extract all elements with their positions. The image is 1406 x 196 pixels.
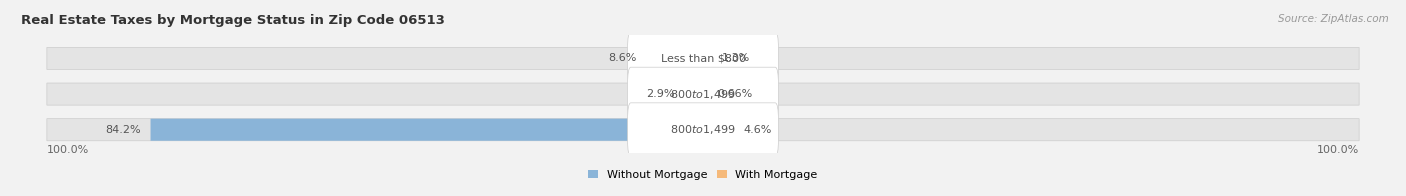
- Text: 2.9%: 2.9%: [645, 89, 673, 99]
- Text: 8.6%: 8.6%: [609, 54, 637, 64]
- FancyBboxPatch shape: [46, 119, 1360, 141]
- FancyBboxPatch shape: [647, 47, 703, 70]
- Text: 100.0%: 100.0%: [1317, 145, 1360, 155]
- Text: Source: ZipAtlas.com: Source: ZipAtlas.com: [1278, 14, 1389, 24]
- FancyBboxPatch shape: [150, 119, 703, 141]
- FancyBboxPatch shape: [683, 83, 703, 105]
- FancyBboxPatch shape: [46, 83, 1360, 105]
- Legend: Without Mortgage, With Mortgage: Without Mortgage, With Mortgage: [588, 170, 818, 180]
- FancyBboxPatch shape: [627, 103, 779, 157]
- Text: Real Estate Taxes by Mortgage Status in Zip Code 06513: Real Estate Taxes by Mortgage Status in …: [21, 14, 444, 27]
- FancyBboxPatch shape: [627, 32, 779, 85]
- Text: $800 to $1,499: $800 to $1,499: [671, 88, 735, 101]
- Text: 100.0%: 100.0%: [46, 145, 89, 155]
- Text: 4.6%: 4.6%: [742, 125, 772, 135]
- Text: $800 to $1,499: $800 to $1,499: [671, 123, 735, 136]
- Text: 0.66%: 0.66%: [717, 89, 752, 99]
- FancyBboxPatch shape: [703, 119, 733, 141]
- Text: 84.2%: 84.2%: [105, 125, 141, 135]
- Text: Less than $800: Less than $800: [661, 54, 745, 64]
- FancyBboxPatch shape: [627, 67, 779, 121]
- FancyBboxPatch shape: [703, 47, 711, 70]
- FancyBboxPatch shape: [46, 47, 1360, 70]
- FancyBboxPatch shape: [703, 83, 707, 105]
- Text: 1.3%: 1.3%: [721, 54, 749, 64]
